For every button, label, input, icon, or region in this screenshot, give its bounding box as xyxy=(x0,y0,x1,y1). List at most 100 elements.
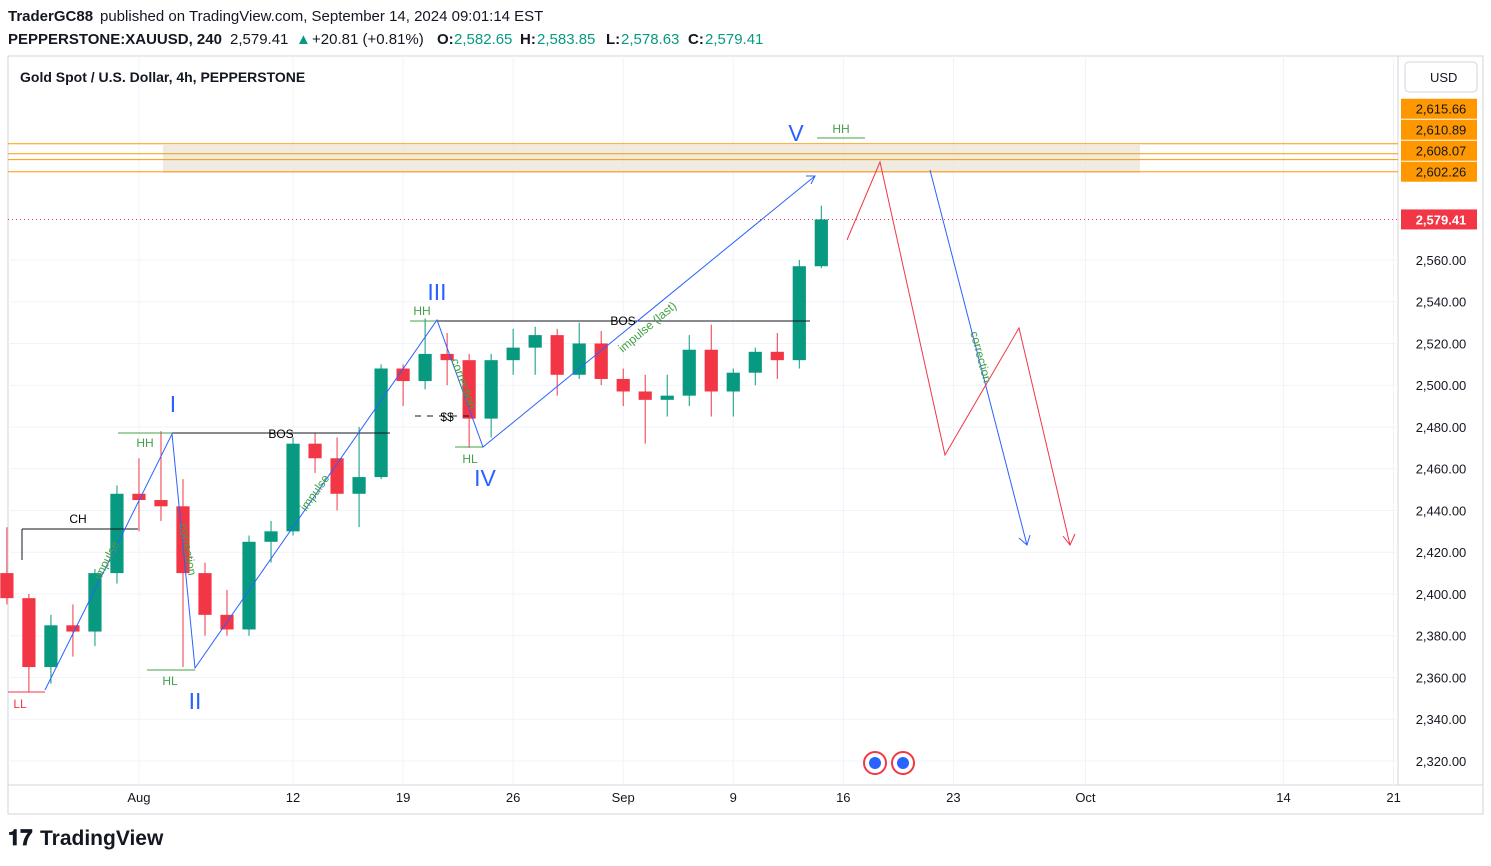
x-tick-label: 12 xyxy=(286,790,300,805)
logo: 𝟏𝟕 xyxy=(8,825,33,850)
last-price-box xyxy=(1401,209,1477,230)
currency-button[interactable] xyxy=(1404,61,1478,93)
candle-body xyxy=(88,573,102,632)
frame xyxy=(7,55,1484,815)
x-tick-label: 26 xyxy=(506,790,520,805)
symbol: PEPPERSTONE:XAUUSD, 240 xyxy=(8,31,222,48)
arrow-head xyxy=(806,175,816,185)
grid xyxy=(8,56,1398,785)
level-label: 2,602.26 xyxy=(1416,165,1467,180)
arrow-head xyxy=(1062,533,1076,546)
x-tick-label: 16 xyxy=(836,790,850,805)
x-tick-label: 23 xyxy=(946,790,960,805)
y-tick-label: 2,320.00 xyxy=(1416,754,1467,769)
level-label: 2,608.07 xyxy=(1416,144,1467,159)
projection-path xyxy=(846,160,1071,546)
candle-body xyxy=(418,353,432,382)
event-icon xyxy=(897,757,909,769)
currency[interactable]: USD xyxy=(1430,70,1457,85)
annotation: BOS xyxy=(268,427,293,441)
annotation: HL xyxy=(162,674,178,688)
annotation: HH xyxy=(413,304,430,318)
candle-body xyxy=(44,625,58,668)
wave-label: V xyxy=(788,120,804,146)
level-box xyxy=(1401,98,1477,119)
candle-body xyxy=(66,625,80,632)
event-icon xyxy=(869,757,881,769)
candle-body xyxy=(286,443,300,532)
change-arrow: ▲ xyxy=(296,31,311,48)
ohlc-value: 2,583.85 xyxy=(537,31,595,48)
ohlc-value: 2,582.65 xyxy=(454,31,512,48)
candle-body xyxy=(814,219,828,267)
annotation: HH xyxy=(832,122,849,136)
levels xyxy=(8,143,1398,220)
last: 2,579.41 xyxy=(230,31,288,48)
candle-body xyxy=(176,506,190,574)
y-tick-label: 2,480.00 xyxy=(1416,420,1467,435)
x-tick-label: 9 xyxy=(730,790,737,805)
candle-body xyxy=(264,531,278,542)
annotation: correction xyxy=(967,330,994,385)
candle-body xyxy=(462,360,476,419)
y-tick-label: 2,460.00 xyxy=(1416,462,1467,477)
candle-body xyxy=(660,395,674,400)
y-tick-label: 2,400.00 xyxy=(1416,587,1467,602)
level-label: 2,615.66 xyxy=(1416,102,1467,117)
candle-body xyxy=(132,493,146,501)
drawings xyxy=(8,137,1076,693)
candles xyxy=(0,205,828,693)
level-label: 2,610.89 xyxy=(1416,123,1467,138)
y-tick-label: 2,560.00 xyxy=(1416,253,1467,268)
candle-body xyxy=(484,360,498,419)
level-box xyxy=(1401,119,1477,140)
brand: TradingView xyxy=(40,827,164,850)
price-axis: 2,320.00 2,340.00 2,360.00 2,380.00 2,400.00… xyxy=(1401,98,1477,769)
change: +20.81 (+0.81%) xyxy=(312,31,424,48)
x-tick-label: Aug xyxy=(127,790,150,805)
ohlc-key: H: xyxy=(520,31,536,48)
ohlc-value: 2,578.63 xyxy=(621,31,679,48)
candle-body xyxy=(726,372,740,392)
supply-zone xyxy=(163,145,1140,173)
candle-body xyxy=(616,378,630,392)
author: TraderGC88 xyxy=(8,8,93,25)
annotation: BOS xyxy=(610,314,635,328)
y-tick-label: 2,360.00 xyxy=(1416,670,1467,685)
events xyxy=(863,751,915,775)
ohlc-key: O: xyxy=(437,31,454,48)
wave-label: IV xyxy=(474,465,496,491)
arrow-head xyxy=(1018,534,1031,546)
candle-body xyxy=(154,500,168,507)
x-tick-label: 21 xyxy=(1386,790,1400,805)
candle-body xyxy=(550,335,564,375)
candle-body xyxy=(308,443,322,459)
candle-body xyxy=(594,343,608,379)
ohlc-value: 2,579.41 xyxy=(705,31,763,48)
last-price-label: 2,579.41 xyxy=(1416,212,1467,227)
y-tick-label: 2,440.00 xyxy=(1416,503,1467,518)
candle-body xyxy=(572,343,586,375)
ohlc-key: C: xyxy=(688,31,704,48)
candle-body xyxy=(110,493,124,574)
annotation: $$ xyxy=(440,410,454,424)
y-tick-label: 2,500.00 xyxy=(1416,378,1467,393)
y-tick-label: 2,420.00 xyxy=(1416,545,1467,560)
candle-body xyxy=(748,351,762,373)
ohlc-key: L: xyxy=(606,31,620,48)
candle-body xyxy=(0,573,14,599)
candle-body xyxy=(792,266,806,361)
x-tick-label: 19 xyxy=(396,790,410,805)
y-tick-label: 2,520.00 xyxy=(1416,336,1467,351)
x-tick-label: 14 xyxy=(1276,790,1290,805)
candle-body xyxy=(22,598,36,668)
annotation: HL xyxy=(462,452,478,466)
candle-body xyxy=(330,458,344,494)
candle-body xyxy=(682,349,696,396)
time-axis: Aug 12 19 26 Sep 9 16 23 Oct 14 21 xyxy=(127,790,1400,805)
level-box xyxy=(1401,161,1477,182)
x-tick-label: Oct xyxy=(1075,790,1096,805)
candle-body xyxy=(440,353,454,361)
published: published on TradingView.com, September … xyxy=(100,8,543,25)
